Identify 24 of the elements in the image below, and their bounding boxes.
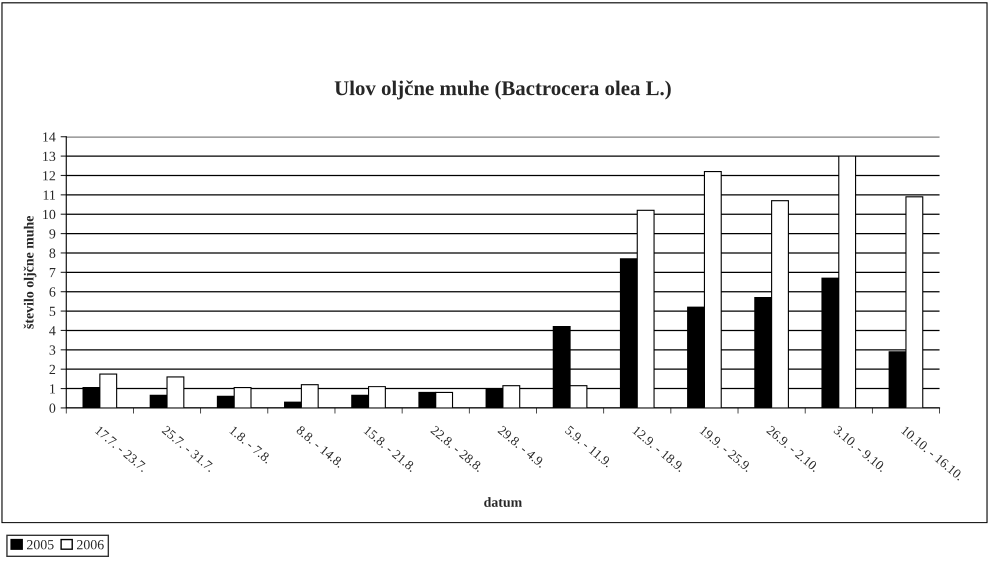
x-tick-label: 5.9. - 11.9.: [564, 425, 613, 468]
x-tick-label: 8.8. - 14.8.: [296, 425, 344, 468]
x-tick-label: 12.9. - 18.9.: [632, 426, 686, 472]
x-axis-title: datum: [484, 497, 522, 507]
y-tick-label: 10: [43, 210, 56, 220]
x-tick-label: 1.8. - 7.8.: [229, 426, 272, 464]
y-tick-label: 8: [49, 248, 56, 258]
legend-label: 2006: [77, 540, 104, 550]
y-tick-label: 12: [43, 171, 56, 180]
y-tick-label: 11: [44, 190, 56, 200]
y-tick-label: 0: [49, 404, 56, 413]
legend-label: 2005: [27, 540, 54, 550]
y-axis-title: število oljčne muhe: [24, 216, 36, 329]
y-tick-label: 6: [50, 287, 56, 297]
y-tick-label: 4: [49, 326, 56, 336]
y-tick-label: 1: [50, 384, 56, 394]
chart-title: Ulov oljčne muhe (Bactrocera olea L.): [334, 80, 671, 100]
y-tick-label: 9: [49, 229, 56, 239]
y-tick-label: 7: [50, 268, 56, 278]
y-tick-label: 3: [50, 345, 56, 355]
y-tick-label: 2: [50, 364, 56, 374]
y-tick-label: 14: [43, 132, 56, 142]
y-tick-label: 5: [50, 306, 56, 316]
y-tick-label: 13: [43, 152, 56, 162]
